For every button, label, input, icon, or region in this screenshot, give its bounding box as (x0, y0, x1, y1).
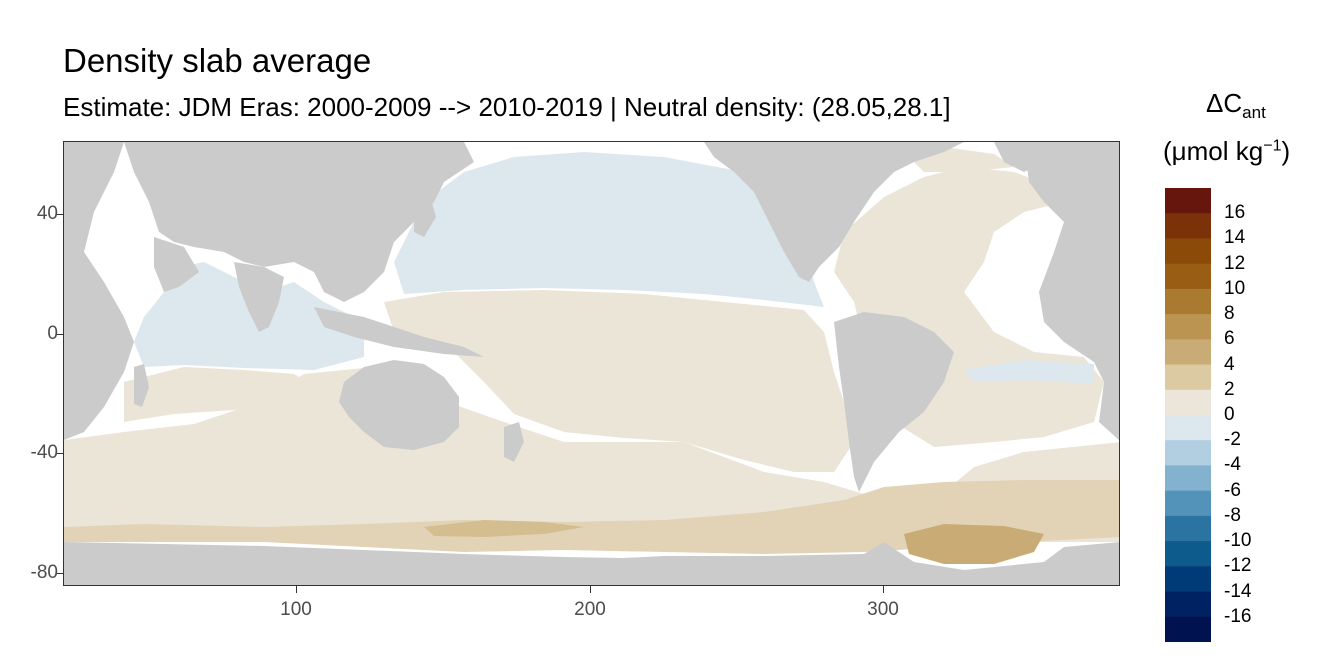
legend-label: 0 (1224, 404, 1235, 425)
plot-subtitle: Estimate: JDM Eras: 2000-2009 --> 2010-2… (63, 92, 951, 122)
x-tick-mark (296, 586, 297, 593)
legend-label: 2 (1224, 378, 1235, 400)
maritime-continent (314, 307, 484, 357)
legend-color-step (1165, 415, 1211, 441)
madagascar (134, 364, 149, 407)
legend-color-step (1165, 490, 1211, 517)
south-pacific-field (384, 290, 854, 472)
legend-label: 12 (1224, 252, 1246, 274)
map-panel (63, 141, 1120, 586)
legend-label: -12 (1224, 555, 1252, 577)
y-tick-mark (56, 214, 63, 215)
legend-label: 16 (1224, 202, 1246, 224)
north-america (704, 142, 964, 282)
eurasia (124, 142, 474, 302)
legend-color-step (1165, 389, 1211, 416)
x-tick-label: 200 (574, 599, 606, 620)
legend-title-unit: (μmol kg−1) (1163, 136, 1291, 166)
legend-label: -2 (1224, 429, 1241, 451)
legend-title-symbol: ΔCant (1206, 88, 1266, 123)
south-america (834, 312, 954, 492)
north-pacific-field (394, 152, 824, 307)
legend-color-step (1165, 515, 1211, 542)
x-tick-label: 300 (867, 599, 899, 620)
indian-ocean-south-field (124, 367, 324, 422)
japan (414, 192, 436, 237)
legend-color-step (1165, 616, 1211, 642)
legend-label: -4 (1224, 454, 1241, 476)
legend-label: 14 (1224, 227, 1246, 249)
x-tick-label: 100 (280, 599, 312, 620)
y-tick-label: 40 (36, 203, 58, 224)
legend-colorbar (1165, 188, 1211, 642)
y-tick-label: 0 (47, 323, 58, 344)
greenland (994, 142, 1049, 172)
arabia (154, 237, 199, 292)
europe-africa-east (1024, 142, 1119, 441)
legend-label: 6 (1224, 328, 1235, 350)
y-tick-mark (56, 334, 63, 335)
legend-color-step (1165, 440, 1211, 466)
y-tick-label: -40 (30, 442, 58, 463)
legend-label: -8 (1224, 504, 1241, 526)
x-tick-mark (590, 586, 591, 593)
y-tick-mark (56, 573, 63, 574)
new-zealand (504, 422, 524, 462)
southern-band-field (64, 480, 1119, 554)
legend-color-step (1165, 465, 1211, 492)
y-tick-label: -80 (30, 562, 58, 583)
x-tick-mark (883, 586, 884, 593)
weddell-sea-field (904, 524, 1044, 564)
legend-label: 8 (1224, 303, 1235, 325)
legend-label: 10 (1224, 277, 1246, 299)
legend-label: -6 (1224, 479, 1241, 501)
legend-color-step (1165, 364, 1211, 391)
y-tick-mark (56, 453, 63, 454)
land-masses (64, 142, 1119, 585)
tropical-atlantic-field (964, 360, 1094, 384)
legend-label: 4 (1224, 353, 1235, 375)
plot-title: Density slab average (63, 42, 372, 79)
legend-label: -10 (1224, 530, 1252, 552)
legend-color-step (1165, 188, 1211, 214)
legend-color-step (1165, 213, 1211, 239)
australia (339, 360, 459, 450)
legend-color-step (1165, 238, 1211, 265)
legend-color-step (1165, 566, 1211, 593)
legend-label: -16 (1224, 605, 1252, 627)
legend-color-step (1165, 288, 1211, 315)
map-canvas (64, 142, 1119, 585)
antarctica (64, 542, 1119, 585)
legend-color-step (1165, 541, 1211, 567)
legend-color-step (1165, 263, 1211, 290)
legend-color-step (1165, 591, 1211, 618)
africa (64, 142, 134, 440)
legend-label: -14 (1224, 580, 1252, 602)
india (234, 262, 284, 332)
ross-sea-field (424, 520, 584, 537)
legend-color-step (1165, 339, 1211, 366)
north-indian-field (134, 262, 364, 370)
legend-color-step (1165, 314, 1211, 340)
